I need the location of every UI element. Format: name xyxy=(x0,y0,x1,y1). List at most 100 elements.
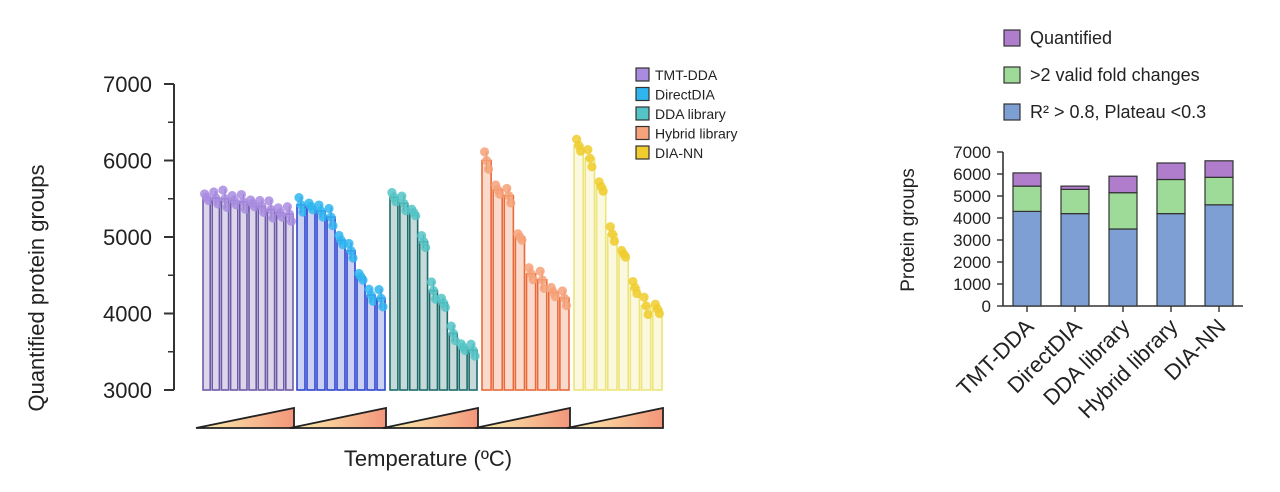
replicate-dot xyxy=(264,196,274,206)
replicate-dot xyxy=(524,263,534,273)
left-y-tick-label: 4000 xyxy=(103,302,152,327)
replicate-dot xyxy=(428,285,439,296)
replicate-dot xyxy=(502,183,512,194)
bar-segment xyxy=(1012,210,1042,307)
replicate-dot xyxy=(456,339,466,349)
left-y-tick-label: 3000 xyxy=(103,378,152,403)
replicate-dot xyxy=(535,266,545,276)
replicate-dot xyxy=(324,203,334,214)
replicate-dot xyxy=(470,351,480,361)
replicate-dot xyxy=(227,191,237,201)
bar xyxy=(389,196,399,391)
legend-item: DirectDIA xyxy=(635,87,716,103)
replicate-dot xyxy=(304,198,314,208)
legend-swatch xyxy=(1003,103,1021,121)
right-bars xyxy=(1012,160,1234,307)
bar-segment xyxy=(1012,172,1042,187)
replicate-dot xyxy=(628,276,638,287)
replicate-dot xyxy=(250,202,260,212)
right-y-tick-label: 6000 xyxy=(953,165,991,184)
bar xyxy=(336,239,346,391)
bar xyxy=(275,211,285,391)
bar-segment xyxy=(1204,160,1234,178)
replicate-dot xyxy=(440,302,450,313)
legend-label: DIA-NN xyxy=(655,145,703,161)
bar xyxy=(547,291,559,391)
legend-swatch xyxy=(1003,29,1021,47)
replicate-dot xyxy=(328,221,338,231)
bar-segment xyxy=(1108,228,1138,307)
replicate-dot xyxy=(421,242,431,253)
right-y-axis-label: Protein groups xyxy=(898,168,919,292)
bar xyxy=(559,297,570,391)
bar xyxy=(306,205,316,391)
bar xyxy=(399,202,409,391)
bar xyxy=(376,297,386,391)
replicate-dot xyxy=(298,207,308,217)
replicate-dot xyxy=(268,213,278,223)
replicate-dot xyxy=(641,301,651,311)
left-legend: TMT-DDA DirectDIA DDA library Hybrid librar… xyxy=(635,67,737,161)
replicate-dot xyxy=(218,185,228,195)
replicate-dot xyxy=(213,199,223,209)
replicate-dot xyxy=(550,292,560,302)
replicate-dot xyxy=(557,286,568,296)
replicate-dot xyxy=(204,195,214,206)
bar xyxy=(595,185,607,391)
right-y-tick-label: 5000 xyxy=(953,187,991,206)
replicate-dot xyxy=(491,180,501,190)
bar-group-directdia xyxy=(294,192,388,391)
temperature-ramp xyxy=(289,406,387,429)
replicate-dot xyxy=(639,292,649,302)
bar xyxy=(618,253,630,391)
stacked-bar-tmt-dda xyxy=(1012,172,1042,307)
replicate-dot xyxy=(572,134,582,144)
bar xyxy=(408,211,419,391)
replicate-dot xyxy=(222,202,232,212)
replicate-dot xyxy=(446,321,456,331)
bar xyxy=(606,233,618,391)
replicate-dot xyxy=(517,235,527,245)
legend-label: >2 valid fold changes xyxy=(1030,65,1200,85)
replicate-dot xyxy=(587,162,597,172)
left-chart: 3000 4000 5000 6000 7000 Quantified protein … xyxy=(24,67,737,471)
legend-label: Hybrid library xyxy=(655,126,737,142)
bar xyxy=(418,240,429,391)
bar-segment xyxy=(1156,162,1186,181)
bar xyxy=(428,289,439,391)
bar xyxy=(220,197,230,391)
left-x-axis-label: Temperature (ºC) xyxy=(344,446,512,471)
left-y-tick-label: 5000 xyxy=(103,225,152,250)
replicate-dot xyxy=(539,283,549,294)
right-y-tick-label: 0 xyxy=(982,297,991,316)
replicate-dot xyxy=(481,155,492,166)
legend-swatch xyxy=(635,67,650,82)
replicate-dot xyxy=(259,207,269,217)
replicate-dot xyxy=(466,339,476,349)
replicate-dot xyxy=(318,212,328,222)
bar xyxy=(229,199,239,391)
right-y-tick-label: 2000 xyxy=(953,253,991,272)
replicate-dot xyxy=(368,296,378,306)
replicate-dot xyxy=(284,209,294,219)
replicate-dot xyxy=(399,198,409,208)
replicate-dot xyxy=(391,197,401,207)
replicate-dot xyxy=(605,222,615,232)
temperature-ramps xyxy=(195,406,664,429)
replicate-dot xyxy=(277,212,287,222)
right-legend: Quantified >2 valid fold changes R² > 0.8,… xyxy=(1003,28,1206,122)
bar xyxy=(266,208,276,391)
bar-segment xyxy=(1060,213,1090,307)
legend-label: R² > 0.8, Plateau <0.3 xyxy=(1030,102,1206,122)
legend-swatch xyxy=(635,106,650,121)
replicate-dot xyxy=(376,293,386,303)
replicate-dot xyxy=(255,195,265,206)
bar-group-dia-nn xyxy=(572,134,664,391)
replicate-dot xyxy=(559,293,570,303)
left-y-tick-label: 7000 xyxy=(103,72,152,97)
bar xyxy=(366,294,376,391)
right-y-tick-label: 7000 xyxy=(953,143,991,162)
replicate-dot xyxy=(266,204,276,215)
